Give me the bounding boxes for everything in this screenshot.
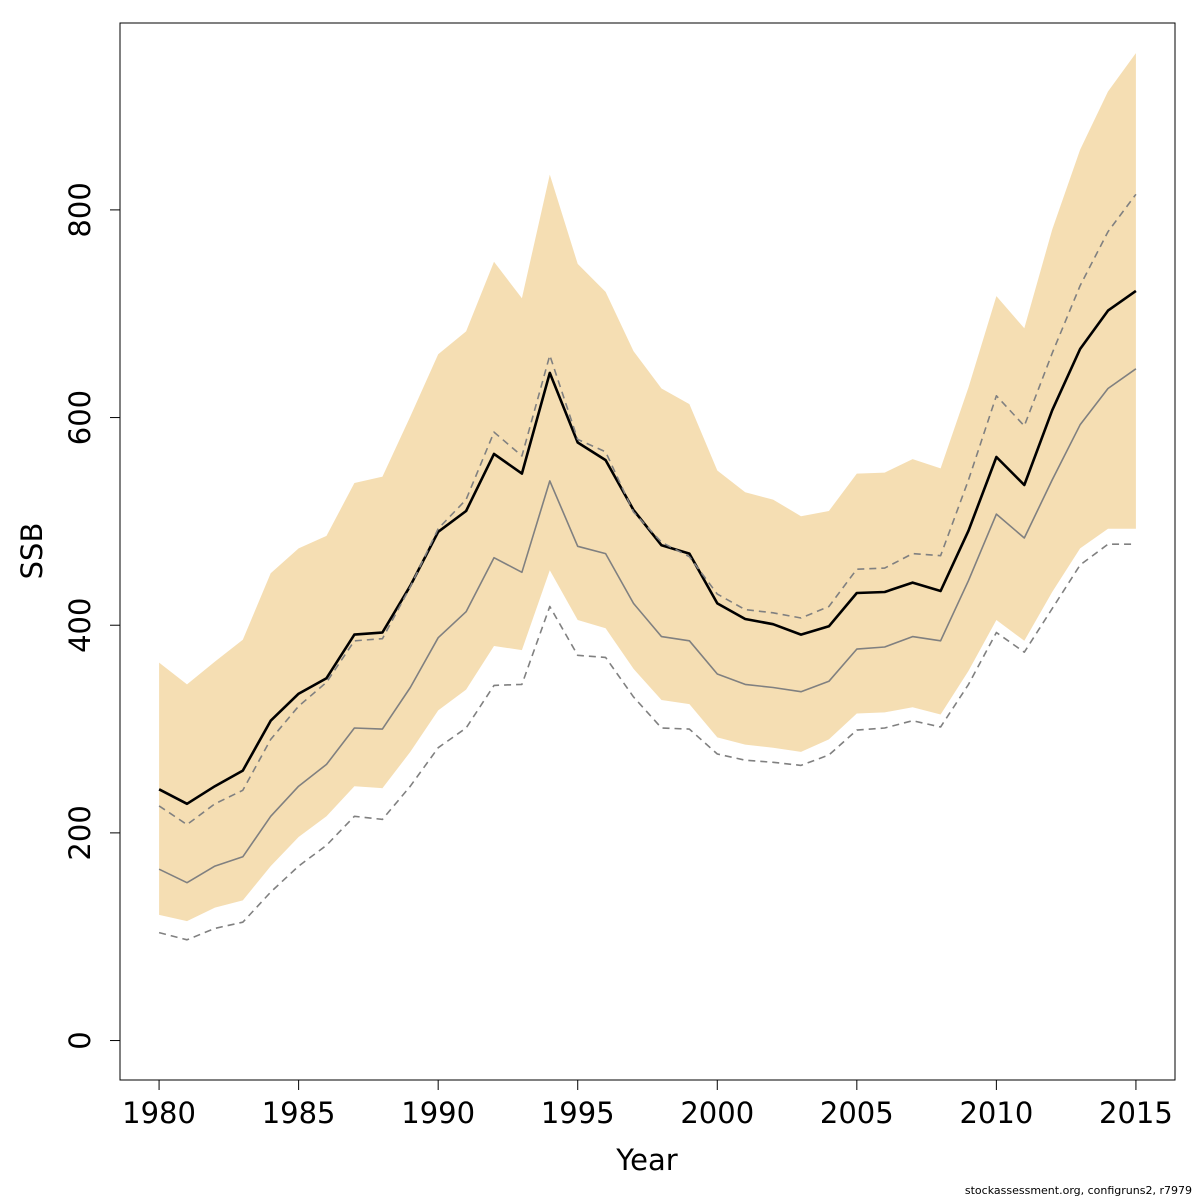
x-tick-label: 1985 [262,1096,336,1130]
x-tick-label: 2010 [959,1096,1033,1130]
y-axis: 0 200 400 600 800 [63,182,121,1050]
x-axis-title: Year [615,1143,677,1177]
x-axis: 1980 1985 1990 1995 2000 2005 2010 2015 [122,1079,1173,1130]
y-tick-label: 800 [63,182,97,237]
series-line-4 [158,543,1136,941]
x-tick-label: 2005 [820,1096,894,1130]
y-tick-label: 600 [63,390,97,445]
x-tick-label: 1995 [541,1096,615,1130]
series-line-2 [158,193,1137,826]
y-axis-title: SSB [15,523,49,580]
series-line-3 [158,368,1137,884]
y-tick-label: 0 [63,1031,97,1049]
x-tick-label: 1980 [122,1096,196,1130]
footer-credit: stockassessment.org, configruns2, r7979 [964,1184,1192,1197]
y-tick-label: 400 [63,598,97,653]
x-tick-label: 2000 [680,1096,754,1130]
x-tick-label: 2015 [1099,1096,1173,1130]
y-tick-label: 200 [63,805,97,860]
confidence-band [159,53,1136,922]
x-tick-label: 1990 [401,1096,475,1130]
plot-area [158,53,1137,941]
